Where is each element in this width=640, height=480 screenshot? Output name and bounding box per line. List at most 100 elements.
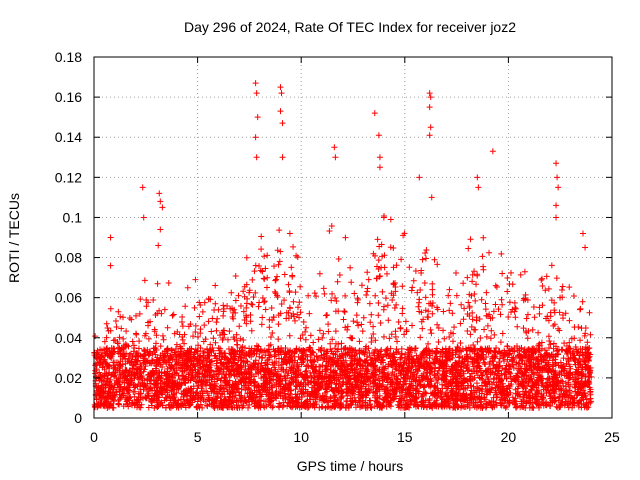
data-point <box>291 317 298 324</box>
data-point <box>469 278 476 285</box>
data-point <box>370 330 377 337</box>
data-point <box>365 276 372 283</box>
data-point <box>428 330 435 337</box>
data-point <box>498 250 505 257</box>
data-point <box>275 321 282 328</box>
data-point <box>508 269 515 276</box>
data-point <box>257 403 264 410</box>
data-point <box>394 338 401 345</box>
data-point <box>102 382 109 389</box>
data-point <box>212 300 219 307</box>
data-point <box>267 334 274 341</box>
data-point <box>190 333 197 340</box>
data-point <box>348 279 355 286</box>
data-point <box>333 298 340 305</box>
data-point <box>545 285 552 292</box>
data-point <box>179 314 186 321</box>
data-point <box>434 394 441 401</box>
data-point <box>164 324 171 331</box>
data-point <box>402 318 409 325</box>
data-point <box>373 397 380 404</box>
data-point <box>353 312 360 319</box>
data-point <box>539 275 546 282</box>
data-point <box>487 335 494 342</box>
data-point <box>325 398 332 405</box>
data-point <box>453 269 460 276</box>
data-point <box>508 309 515 316</box>
data-point <box>315 336 322 343</box>
data-point <box>117 396 124 403</box>
data-point <box>422 365 429 372</box>
data-point <box>370 389 377 396</box>
data-point <box>179 367 186 374</box>
data-point <box>190 353 197 360</box>
data-point <box>512 304 519 311</box>
data-point <box>206 381 213 388</box>
data-point <box>300 318 307 325</box>
data-point <box>375 312 382 319</box>
data-point <box>150 296 157 303</box>
data-point <box>336 271 343 278</box>
data-point <box>489 314 496 321</box>
data-point <box>488 327 495 334</box>
data-point <box>293 383 300 390</box>
data-point <box>550 345 557 352</box>
data-point <box>341 345 348 352</box>
data-point <box>212 282 219 289</box>
data-point <box>302 336 309 343</box>
data-point <box>536 342 543 349</box>
data-point <box>438 389 445 396</box>
data-point <box>258 246 265 253</box>
data-point <box>491 375 498 382</box>
data-point <box>359 328 366 335</box>
data-point <box>217 332 224 339</box>
data-point <box>379 383 386 390</box>
data-point <box>520 325 527 332</box>
data-point <box>358 282 365 289</box>
data-point <box>339 388 346 395</box>
data-point <box>464 274 471 281</box>
data-point <box>219 371 226 378</box>
data-point <box>559 283 566 290</box>
data-point <box>503 403 510 410</box>
data-point <box>434 261 441 268</box>
data-point <box>347 334 354 341</box>
data-point <box>399 364 406 371</box>
data-point <box>367 319 374 326</box>
data-point <box>286 230 293 237</box>
data-point <box>316 396 323 403</box>
data-point <box>241 394 248 401</box>
data-point <box>490 308 497 315</box>
data-point <box>116 371 123 378</box>
data-point <box>398 389 405 396</box>
data-point <box>130 342 137 349</box>
data-point <box>445 292 452 299</box>
data-points <box>91 80 595 411</box>
data-point <box>514 323 521 330</box>
data-point <box>213 319 220 326</box>
data-point <box>253 402 260 409</box>
data-point <box>546 337 553 344</box>
data-point <box>497 311 504 318</box>
data-point <box>206 397 213 404</box>
data-point <box>302 324 309 331</box>
data-point <box>410 277 417 284</box>
data-point <box>585 357 592 364</box>
data-point <box>431 360 438 367</box>
data-point <box>236 323 243 330</box>
data-point <box>318 375 325 382</box>
data-point <box>578 364 585 371</box>
data-point <box>469 309 476 316</box>
data-point <box>237 303 244 310</box>
data-point <box>228 364 235 371</box>
data-point <box>460 316 467 323</box>
data-point <box>466 303 473 310</box>
data-point <box>355 296 362 303</box>
data-point <box>141 366 148 373</box>
data-point <box>397 325 404 332</box>
data-point <box>232 297 239 304</box>
data-point <box>192 276 199 283</box>
data-point <box>288 398 295 405</box>
data-point <box>480 266 487 273</box>
data-point <box>278 300 285 307</box>
